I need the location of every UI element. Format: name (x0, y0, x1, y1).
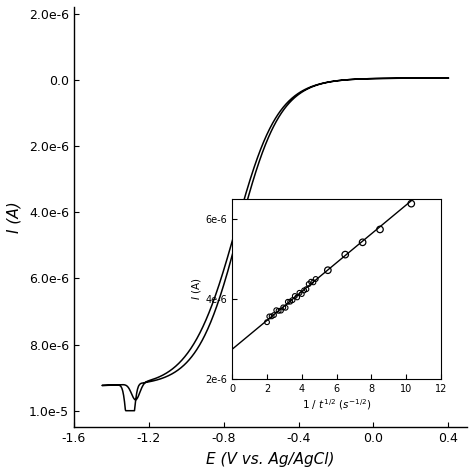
Point (301, 287, 308, 294)
Point (275, 307, 283, 315)
Y-axis label: $I\ \mathrm{(A)}$: $I\ \mathrm{(A)}$ (190, 278, 203, 301)
Point (282, 304, 289, 311)
Point (291, 292, 299, 300)
Point (273, 307, 280, 314)
Point (305, 280, 312, 288)
Point (263, 319, 271, 326)
Point (289, 296, 296, 304)
Point (359, 238, 366, 246)
Point (280, 304, 287, 311)
Point (265, 313, 273, 320)
Point (307, 278, 315, 285)
Point (310, 279, 317, 286)
Point (268, 312, 275, 320)
Point (312, 275, 319, 283)
Point (277, 307, 285, 314)
Point (296, 289, 303, 297)
X-axis label: E (V vs. Ag/AgCl): E (V vs. Ag/AgCl) (206, 452, 335, 467)
Point (408, 200, 415, 208)
Point (284, 298, 292, 306)
Point (270, 311, 278, 319)
Point (302, 285, 310, 293)
Point (286, 298, 294, 305)
X-axis label: $1\ /\ t^{1/2}\ (s^{-1/2})$: $1\ /\ t^{1/2}\ (s^{-1/2})$ (302, 397, 371, 411)
Point (293, 293, 301, 301)
Point (341, 251, 349, 258)
Point (298, 290, 306, 298)
Point (324, 266, 332, 274)
Point (376, 226, 384, 233)
Y-axis label: I (A): I (A) (7, 201, 22, 233)
